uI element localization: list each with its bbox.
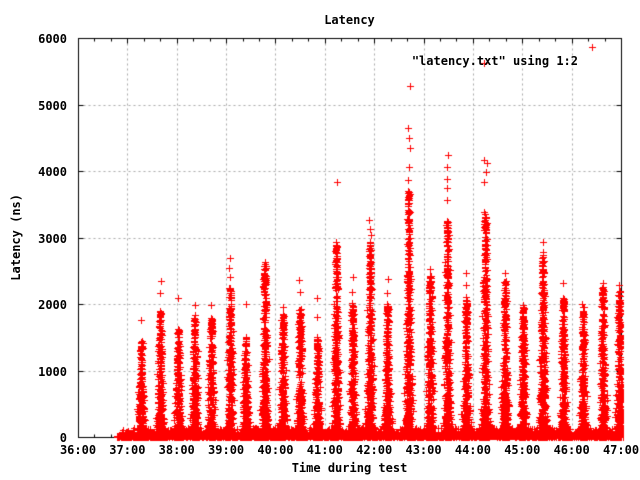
y-tick-label: 2000: [38, 298, 67, 312]
x-tick-label: 38:00: [158, 443, 195, 457]
x-tick-label: 44:00: [454, 443, 491, 457]
y-tick-label: 0: [59, 431, 67, 445]
y-tick-label: 1000: [38, 364, 67, 379]
x-tick-label: 43:00: [405, 443, 442, 457]
x-tick-label: 47:00: [602, 443, 640, 457]
x-tick-label: 45:00: [504, 443, 541, 457]
x-tick-label: 39:00: [208, 443, 245, 457]
x-tick-label: 37:00: [109, 443, 146, 457]
x-tick-label: 41:00: [306, 443, 343, 457]
x-tick-label: 40:00: [257, 443, 294, 457]
legend: "latency.txt" using 1:2: [78, 40, 578, 82]
x-tick-label: 42:00: [356, 443, 393, 457]
y-tick-label: 6000: [38, 32, 67, 46]
x-axis-title: Time during test: [291, 461, 408, 475]
legend-label: "latency.txt" using 1:2: [411, 54, 578, 68]
y-tick-label: 4000: [38, 165, 67, 179]
x-tick-label: 46:00: [553, 443, 590, 457]
y-tick-label: 3000: [38, 231, 67, 246]
chart-title: Latency: [324, 13, 375, 27]
y-tick-label: 5000: [38, 98, 67, 113]
x-tick-label: 36:00: [59, 443, 97, 457]
